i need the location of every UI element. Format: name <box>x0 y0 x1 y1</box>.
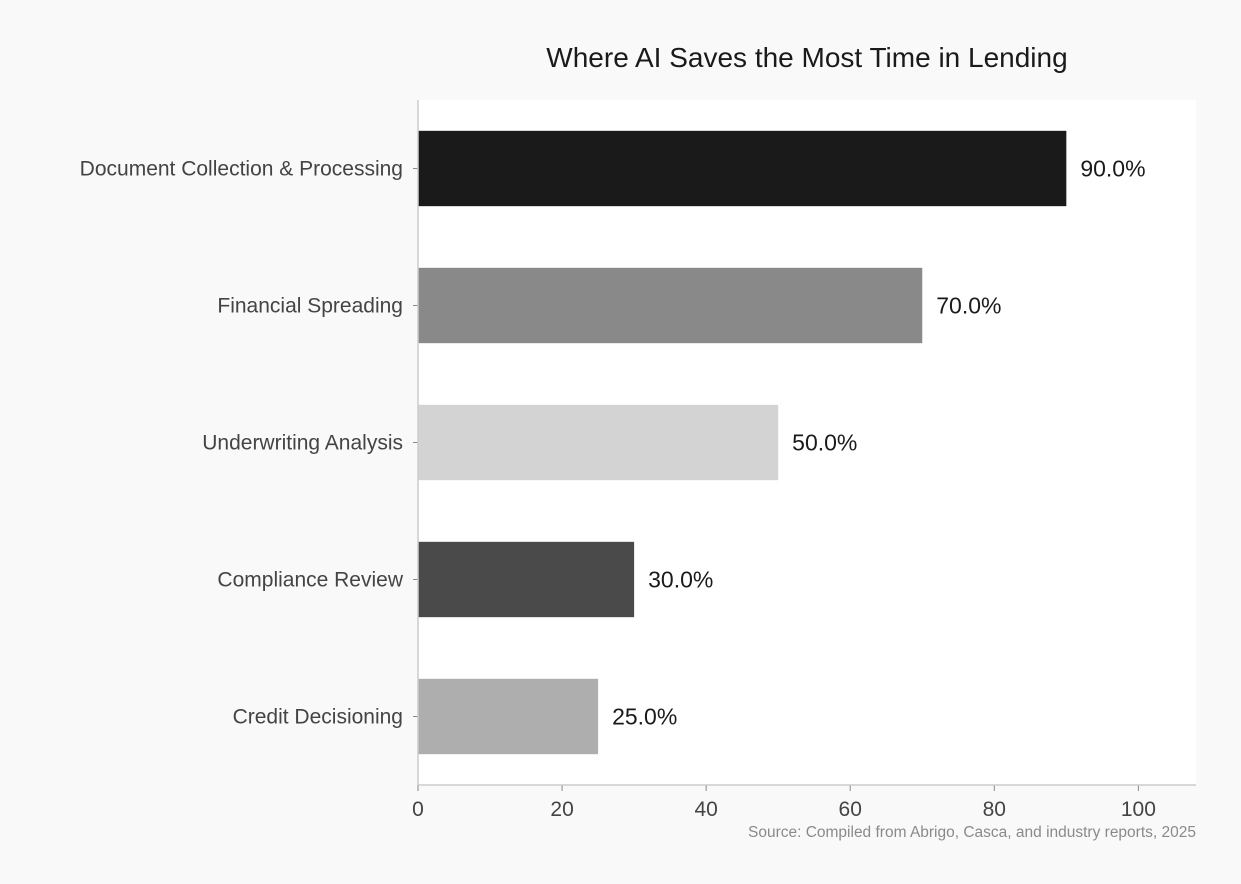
bar <box>418 404 779 481</box>
chart-title: Where AI Saves the Most Time in Lending <box>546 42 1067 73</box>
category-label: Credit Decisioning <box>233 706 403 729</box>
value-label: 90.0% <box>1080 156 1145 182</box>
value-label: 25.0% <box>612 704 677 730</box>
value-labels: 90.0% 70.0% 50.0% 30.0% 25.0% <box>612 156 1145 730</box>
bar <box>418 130 1067 207</box>
source-note: Source: Compiled from Abrigo, Casca, and… <box>748 824 1196 841</box>
x-axis: 0 20 40 60 80 100 <box>412 785 1156 821</box>
x-tick-label: 100 <box>1121 798 1156 821</box>
bars-group <box>418 130 1067 755</box>
category-label: Underwriting Analysis <box>202 432 403 455</box>
category-labels: Document Collection & Processing Financia… <box>80 158 418 729</box>
x-tick-label: 40 <box>694 798 717 821</box>
x-tick-label: 60 <box>839 798 862 821</box>
value-label: 30.0% <box>648 567 713 593</box>
bar <box>418 541 635 618</box>
value-label: 70.0% <box>936 293 1001 319</box>
value-label: 50.0% <box>792 430 857 456</box>
x-tick-label: 80 <box>983 798 1006 821</box>
x-tick-label: 20 <box>550 798 573 821</box>
category-label: Financial Spreading <box>217 295 403 318</box>
bar <box>418 267 923 344</box>
category-label: Document Collection & Processing <box>80 158 403 181</box>
category-label: Compliance Review <box>217 569 403 592</box>
bar <box>418 678 599 755</box>
x-tick-label: 0 <box>412 798 424 821</box>
